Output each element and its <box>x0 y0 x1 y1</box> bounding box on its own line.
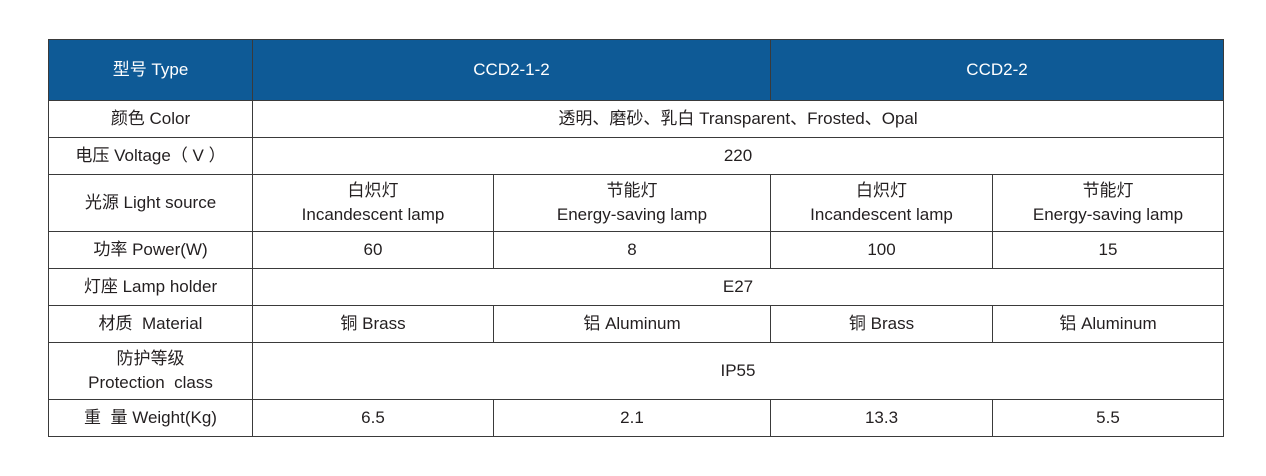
voltage-row: 电压 Voltage（ V ） 220 <box>48 137 1224 175</box>
light-source-en: Energy-saving lamp <box>1032 205 1184 224</box>
model-b-header: CCD2-2 <box>770 39 1224 101</box>
weight-value: 2.1 <box>493 399 771 437</box>
voltage-value: 220 <box>252 137 1224 175</box>
voltage-label: 电压 Voltage（ V ） <box>48 137 253 175</box>
model-a-header: CCD2-1-2 <box>252 39 771 101</box>
protection-label-cn: 防护等级 <box>116 349 185 368</box>
material-label: 材质 Material <box>48 305 253 343</box>
light-source-cell: 节能灯 Energy-saving lamp <box>992 174 1224 232</box>
material-value: 铜 Brass <box>770 305 993 343</box>
light-source-cell: 白炽灯 Incandescent lamp <box>770 174 993 232</box>
material-value: 铜 Brass <box>252 305 494 343</box>
power-value: 60 <box>252 231 494 269</box>
weight-value: 6.5 <box>252 399 494 437</box>
color-row: 颜色 Color 透明、磨砂、乳白 Transparent、Frosted、Op… <box>48 100 1224 138</box>
light-source-cell: 白炽灯 Incandescent lamp <box>252 174 494 232</box>
protection-label-en: Protection class <box>88 373 213 392</box>
header-row: 型号 Type CCD2-1-2 CCD2-2 <box>48 39 1224 101</box>
power-value: 8 <box>493 231 771 269</box>
protection-row: 防护等级 Protection class IP55 <box>48 342 1224 400</box>
light-source-cn: 白炽灯 <box>347 181 399 200</box>
light-source-en: Incandescent lamp <box>810 205 953 224</box>
color-value: 透明、磨砂、乳白 Transparent、Frosted、Opal <box>252 100 1224 138</box>
weight-value: 5.5 <box>992 399 1224 437</box>
lamp-holder-value: E27 <box>252 268 1224 306</box>
protection-label: 防护等级 Protection class <box>48 342 253 400</box>
weight-value: 13.3 <box>770 399 993 437</box>
spec-table: 型号 Type CCD2-1-2 CCD2-2 颜色 Color 透明、磨砂、乳… <box>48 39 1224 437</box>
lamp-holder-row: 灯座 Lamp holder E27 <box>48 268 1224 306</box>
type-header: 型号 Type <box>48 39 253 101</box>
power-label: 功率 Power(W) <box>48 231 253 269</box>
material-row: 材质 Material 铜 Brass 铝 Aluminum 铜 Brass 铝… <box>48 305 1224 343</box>
color-label: 颜色 Color <box>48 100 253 138</box>
light-source-cell: 节能灯 Energy-saving lamp <box>493 174 771 232</box>
light-source-cn: 节能灯 <box>1082 181 1134 200</box>
power-value: 15 <box>992 231 1224 269</box>
weight-row: 重 量 Weight(Kg) 6.5 2.1 13.3 5.5 <box>48 399 1224 437</box>
weight-label: 重 量 Weight(Kg) <box>48 399 253 437</box>
material-value: 铝 Aluminum <box>992 305 1224 343</box>
power-row: 功率 Power(W) 60 8 100 15 <box>48 231 1224 269</box>
light-source-cn: 白炽灯 <box>856 181 907 200</box>
light-source-row: 光源 Light source 白炽灯 Incandescent lamp 节能… <box>48 174 1224 232</box>
light-source-cn: 节能灯 <box>606 181 658 200</box>
light-source-label: 光源 Light source <box>48 174 253 232</box>
lamp-holder-label: 灯座 Lamp holder <box>48 268 253 306</box>
power-value: 100 <box>770 231 993 269</box>
protection-value: IP55 <box>252 342 1224 400</box>
light-source-en: Incandescent lamp <box>301 205 445 224</box>
material-value: 铝 Aluminum <box>493 305 771 343</box>
light-source-en: Energy-saving lamp <box>556 205 708 224</box>
